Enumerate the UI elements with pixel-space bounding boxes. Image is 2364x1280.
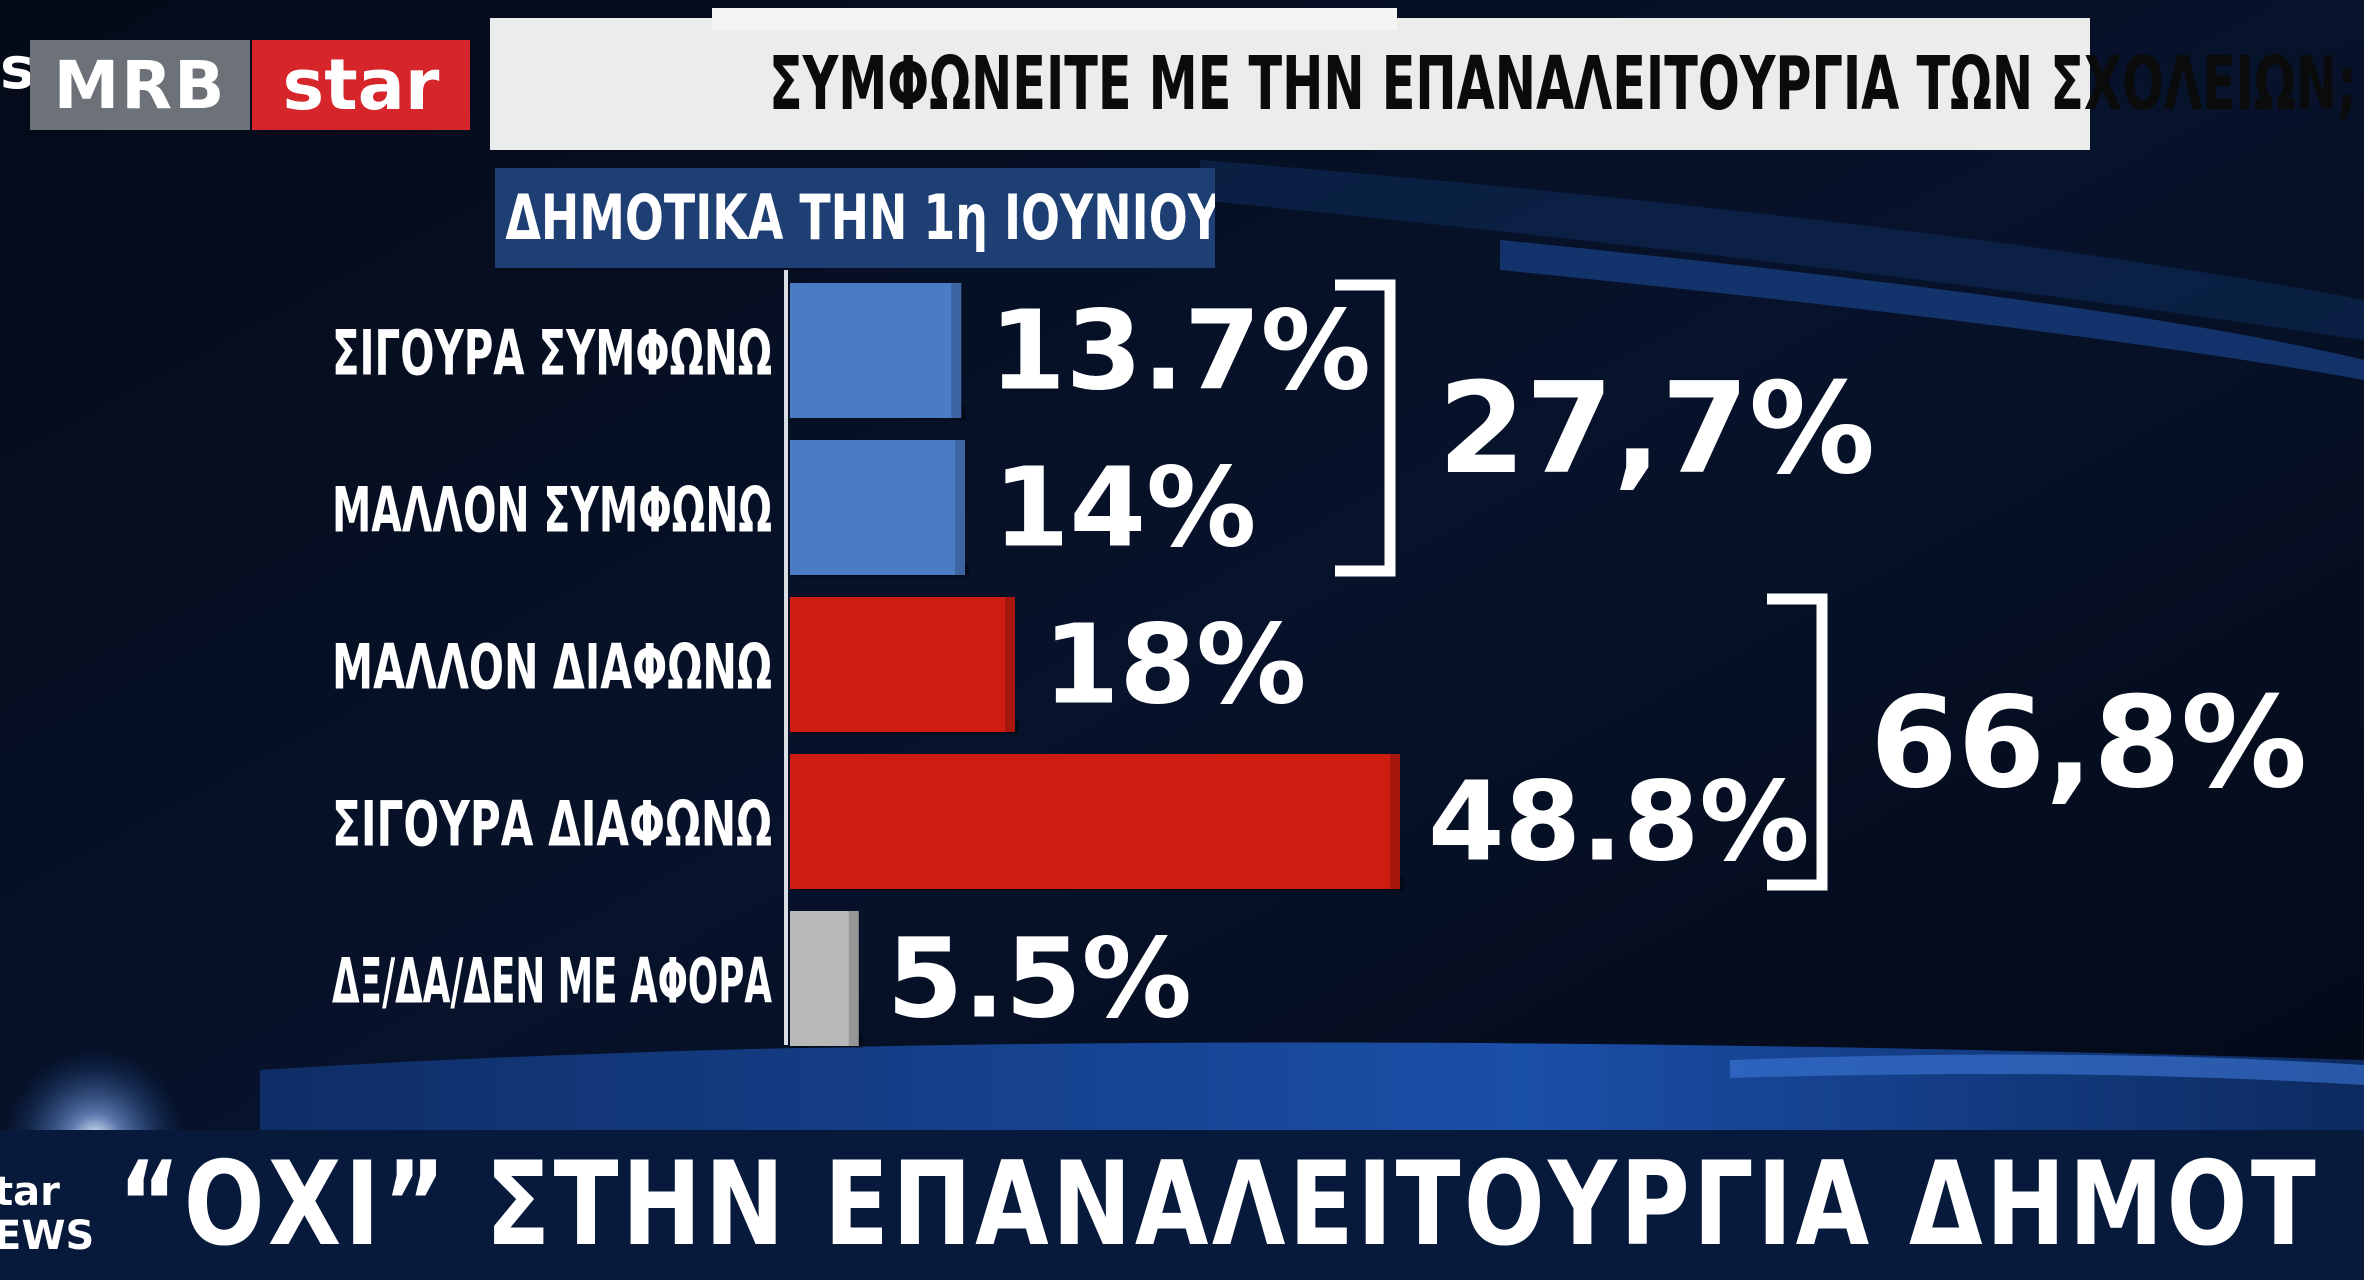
mrb-star-logo: MRB star (30, 40, 470, 130)
bar-edge (1005, 597, 1015, 732)
logo-mrb: MRB (30, 40, 250, 130)
category-label: ΣΙΓΟΥΡΑ ΔΙΑΦΩΝΩ (332, 788, 772, 861)
logo-star: star (252, 40, 470, 130)
category-label: ΔΞ/ΔΑ/ΔΕΝ ΜΕ ΑΦΟΡΑ (332, 945, 772, 1018)
group-total-label: 27,7% (1438, 355, 1875, 502)
category-label: ΜΑΛΛΟΝ ΣΥΜΦΩΝΩ (332, 474, 772, 547)
subtitle-text: ΔΗΜΟΤΙΚΑ ΤΗΝ 1η ΙΟΥΝΙΟΥ (505, 181, 1215, 254)
bar (790, 597, 1015, 732)
top-overlay-strip (712, 8, 1397, 30)
subtitle-banner: ΔΗΜΟΤΙΚΑ ΤΗΝ 1η ΙΟΥΝΙΟΥ (495, 168, 1215, 268)
bar-edge (1390, 754, 1400, 889)
bar-edge (951, 283, 962, 418)
bar (790, 283, 962, 418)
bar-edge (848, 911, 859, 1046)
bar (790, 754, 1400, 889)
group-bracket (1767, 593, 1828, 891)
category-label: ΜΑΛΛΟΝ ΔΙΑΦΩΝΩ (332, 631, 772, 704)
star-news-logo: tar EWS (0, 1130, 95, 1280)
data-label: 14% (993, 444, 1256, 572)
bar-edge (955, 440, 965, 575)
corner-channel-fragment: s (0, 34, 35, 102)
data-label: 5.5% (887, 915, 1192, 1043)
question-banner: ΣΥΜΦΩΝΕΙΤΕ ΜΕ ΤΗΝ ΕΠΑΝΑΛΕΙΤΟΥΡΓΙΑ ΤΩΝ ΣΧ… (490, 18, 2357, 150)
data-label: 13.7% (989, 287, 1371, 415)
data-label: 48.8% (1428, 758, 1810, 886)
group-total-label: 66,8% (1870, 669, 2307, 816)
question-text: ΣΥΜΦΩΝΕΙΤΕ ΜΕ ΤΗΝ ΕΠΑΝΑΛΕΙΤΟΥΡΓΙΑ ΤΩΝ ΣΧ… (768, 41, 2357, 127)
category-label: ΣΙΓΟΥΡΑ ΣΥΜΦΩΝΩ (332, 317, 772, 390)
bar (790, 911, 859, 1046)
ticker-headline: “ΟΧΙ” ΣΤΗΝ ΕΠΑΝΑΛΕΙΤΟΥΡΓΙΑ ΔΗΜΟΤΙΚΩΝ (118, 1130, 2318, 1280)
ticker-headline-text: “ΟΧΙ” ΣΤΗΝ ΕΠΑΝΑΛΕΙΤΟΥΡΓΙΑ ΔΗΜΟΤΙΚΩΝ (118, 1137, 2318, 1272)
bar (790, 440, 965, 575)
data-label: 18% (1043, 601, 1306, 729)
group-bracket (1335, 279, 1396, 577)
ticker-logo-line1: tar (0, 1169, 60, 1215)
ticker-logo-line2: EWS (0, 1213, 95, 1259)
news-ticker: tar EWS “ΟΧΙ” ΣΤΗΝ ΕΠΑΝΑΛΕΙΤΟΥΡΓΙΑ ΔΗΜΟΤ… (0, 1130, 2364, 1280)
